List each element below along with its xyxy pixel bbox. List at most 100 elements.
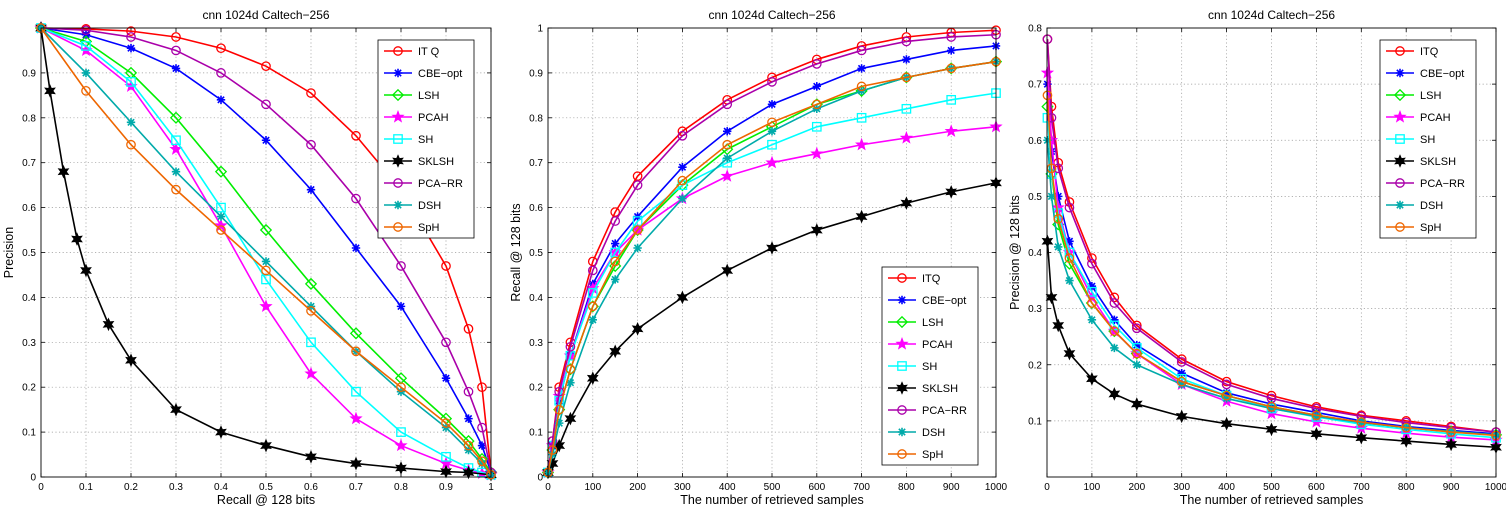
y-axis-label: Recall @ 128 bits: [509, 203, 523, 301]
data-point: [441, 337, 451, 348]
data-point: [901, 36, 912, 47]
axes-box: [547, 27, 997, 478]
legend-label: PCAH: [922, 339, 953, 351]
legend-label: SKLSH: [1420, 156, 1456, 168]
series-pca-rr: [1042, 34, 1501, 437]
data-point: [396, 261, 406, 271]
y-tick-label: 0.4: [22, 293, 36, 304]
y-tick-label: 0.7: [1028, 80, 1042, 91]
data-point: [902, 55, 911, 64]
data-point: [441, 261, 451, 271]
legend-marker: [1394, 154, 1406, 168]
y-tick-label: 0.1: [1028, 416, 1042, 427]
data-point: [171, 45, 181, 56]
data-point: [1063, 346, 1076, 361]
data-point: [610, 216, 621, 226]
data-point: [722, 99, 733, 110]
series-line: [40, 27, 492, 476]
data-point: [1087, 315, 1097, 325]
legend-label: SH: [418, 134, 433, 146]
data-point: [565, 364, 576, 375]
data-point: [1064, 202, 1075, 213]
data-point: [1053, 163, 1064, 174]
y-tick-label: 0.8: [529, 113, 543, 124]
data-point: [125, 353, 137, 368]
y-tick-label: 0.6: [529, 203, 543, 214]
data-point: [351, 386, 361, 397]
data-point: [1065, 276, 1074, 285]
data-point: [1108, 387, 1121, 401]
legend-label: SH: [922, 361, 937, 373]
legend-label: SKLSH: [922, 383, 958, 395]
data-point: [477, 456, 487, 467]
data-point: [81, 86, 91, 96]
data-point: [463, 440, 474, 451]
x-tick-label: 700: [1353, 482, 1370, 493]
data-point: [1176, 376, 1187, 387]
x-tick-label: 300: [674, 482, 691, 493]
x-tick-label: 0.2: [124, 482, 138, 493]
data-point: [126, 26, 136, 36]
y-tick-label: 0.5: [1028, 192, 1042, 203]
legend-marker: [1395, 134, 1405, 144]
data-point: [810, 223, 823, 237]
legend-item-pca-rr: PCA−RR: [1386, 178, 1465, 190]
data-point: [477, 422, 487, 433]
y-tick-label: 0.2: [529, 383, 543, 394]
data-point: [351, 193, 361, 204]
data-point: [946, 94, 957, 105]
data-point: [588, 315, 597, 325]
legend-item-pca-rr: PCA−RR: [888, 405, 967, 417]
series-line: [1046, 117, 1497, 439]
series-line: [1046, 39, 1497, 433]
data-point: [566, 378, 575, 387]
legend-label: SpH: [922, 449, 943, 461]
data-point: [259, 223, 273, 237]
data-point: [1045, 290, 1058, 305]
data-point: [171, 167, 181, 176]
y-tick-label: 1: [537, 24, 543, 35]
series-sklsh: [542, 176, 1002, 480]
data-point: [721, 263, 734, 278]
x-axis-label: The number of retrieved samples: [1180, 493, 1363, 507]
series-line: [40, 27, 492, 476]
data-point: [944, 124, 958, 137]
data-point: [216, 43, 226, 54]
data-point: [586, 371, 599, 386]
series-line: [40, 27, 492, 473]
data-point: [126, 44, 136, 53]
legend-item-dsh: DSH: [1386, 200, 1443, 212]
legend-item-pcah: PCAH: [384, 110, 449, 124]
data-point: [304, 277, 318, 291]
y-tick-label: 0.9: [22, 68, 36, 79]
data-point: [71, 232, 83, 246]
legend-item-sklsh: SKLSH: [888, 381, 958, 395]
legend-item-sh: SH: [384, 134, 433, 146]
y-tick-label: 0.2: [22, 383, 36, 394]
data-point: [171, 32, 181, 42]
data-point: [1267, 404, 1276, 413]
data-point: [463, 323, 474, 334]
data-point: [259, 299, 273, 312]
data-point: [306, 306, 316, 316]
legend-marker: [897, 361, 907, 371]
series-line: [547, 60, 997, 473]
legend-label: CBE−opt: [1420, 68, 1464, 80]
data-point: [565, 341, 576, 352]
data-point: [947, 46, 956, 55]
data-point: [767, 77, 777, 87]
x-tick-label: 900: [1443, 482, 1460, 493]
data-point: [899, 131, 914, 144]
data-point: [811, 121, 822, 132]
legend-label: CBE−opt: [418, 68, 462, 80]
data-point: [945, 185, 958, 199]
series-line: [1046, 39, 1497, 433]
data-point: [1132, 360, 1141, 369]
y-tick-label: 0.7: [529, 158, 543, 169]
x-tick-label: 200: [1128, 482, 1145, 493]
legend-marker: [391, 88, 405, 102]
x-tick-label: 800: [1398, 482, 1415, 493]
data-point: [306, 139, 316, 150]
data-point: [1177, 368, 1186, 378]
legend-label: LSH: [1420, 90, 1441, 102]
